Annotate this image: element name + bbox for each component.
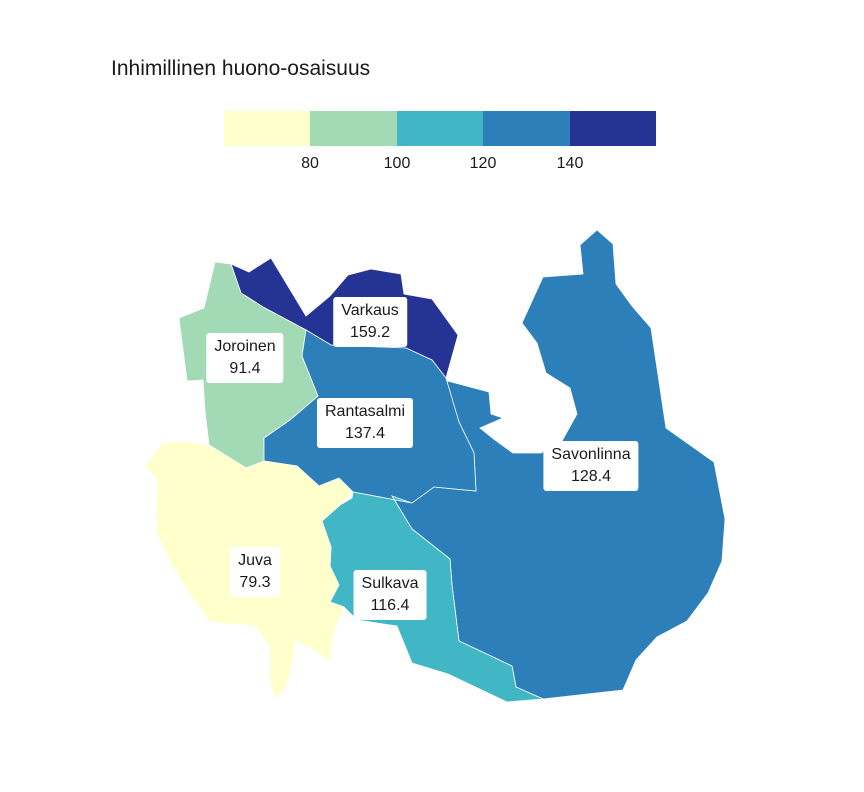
legend-swatch-1 (224, 111, 311, 146)
label-joroinen-name: Joroinen (214, 338, 276, 355)
label-joroinen: Joroinen 91.4 (206, 333, 284, 383)
label-juva-name: Juva (238, 552, 272, 569)
legend-swatch-4 (483, 111, 570, 146)
label-savonlinna-name: Savonlinna (551, 446, 631, 463)
legend-tick-80: 80 (301, 155, 319, 172)
label-joroinen-value: 91.4 (229, 360, 261, 377)
label-varkaus-value: 159.2 (349, 324, 391, 341)
label-varkaus-name: Varkaus (341, 302, 399, 319)
label-rantasalmi-value: 137.4 (344, 425, 386, 442)
label-sulkava-name: Sulkava (361, 575, 419, 592)
label-savonlinna-value: 128.4 (570, 468, 612, 485)
label-juva-value: 79.3 (239, 574, 271, 591)
label-sulkava-value: 116.4 (370, 597, 410, 614)
legend-tick-140: 140 (556, 155, 584, 172)
legend-tick-100: 100 (383, 155, 411, 172)
label-varkaus: Varkaus 159.2 (333, 297, 407, 347)
label-rantasalmi: Rantasalmi 137.4 (316, 398, 414, 448)
legend-tick-120: 120 (469, 155, 497, 172)
color-legend (224, 111, 656, 146)
legend-swatch-5 (569, 111, 656, 146)
legend-swatch-3 (396, 111, 484, 146)
label-sulkava: Sulkava 116.4 (353, 570, 427, 620)
legend-swatch-2 (310, 111, 397, 146)
map-title: Inhimillinen huono-osaisuus (111, 57, 371, 80)
label-rantasalmi-name: Rantasalmi (324, 403, 406, 420)
label-juva: Juva 79.3 (230, 547, 280, 597)
label-savonlinna: Savonlinna 128.4 (543, 441, 639, 491)
